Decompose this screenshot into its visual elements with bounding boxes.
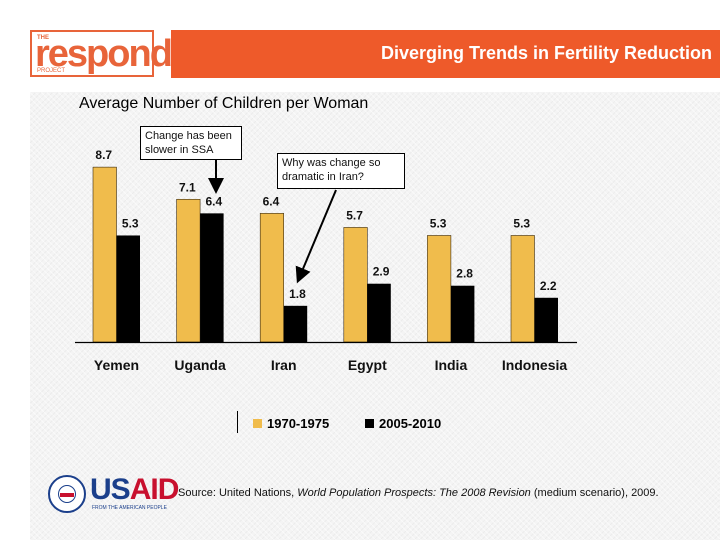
data-label-uganda-1970-1975: 7.1 (179, 180, 196, 194)
legend-label-2005-2010: 2005-2010 (379, 416, 442, 431)
bar-indonesia-2005-2010 (534, 297, 558, 342)
bar-indonesia-1970-1975 (510, 235, 535, 343)
usaid-us: US (90, 473, 131, 506)
callout-iran-line2: dramatic in Iran? (282, 171, 364, 183)
x-tick-label-indonesia: Indonesia (502, 357, 568, 373)
bar-india-2005-2010 (450, 285, 475, 342)
logo-name: respond (35, 33, 173, 75)
x-tick-label-iran: Iran (271, 357, 297, 373)
data-label-egypt-2005-2010: 2.9 (373, 265, 390, 279)
data-label-indonesia-1970-1975: 5.3 (513, 216, 530, 230)
source-title: World Population Prospects: The 2008 Rev… (297, 487, 531, 499)
x-tick-label-yemen: Yemen (94, 357, 139, 373)
callout-ssa-line2: slower in SSA (145, 144, 214, 156)
source-suffix: (medium scenario), 2009. (530, 487, 659, 499)
legend-label-1970-1975: 1970-1975 (267, 416, 330, 431)
respond-logo: THE respond PROJECT (30, 30, 173, 77)
bar-iran-2005-2010 (283, 305, 308, 342)
legend-divider (237, 411, 238, 433)
usaid-logo: USAID (90, 473, 180, 506)
usaid-tagline: FROM THE AMERICAN PEOPLE (92, 505, 167, 511)
usaid-seal-icon (48, 475, 86, 513)
bar-iran-1970-1975 (259, 213, 285, 343)
legend-item-2005-2010: 2005-2010 (365, 416, 441, 431)
callout-iran-line1: Why was change so (282, 157, 381, 169)
data-label-yemen-2005-2010: 5.3 (122, 216, 139, 230)
x-tick-label-india: India (435, 357, 468, 373)
data-label-egypt-1970-1975: 5.7 (346, 208, 363, 222)
source-prefix: Source: United Nations, (178, 487, 298, 499)
legend-item-1970-1975: 1970-1975 (253, 416, 329, 431)
data-label-uganda-2005-2010: 6.4 (206, 194, 223, 208)
x-tick-label-uganda: Uganda (174, 357, 226, 373)
data-label-iran-1970-1975: 6.4 (263, 194, 280, 208)
usaid-seal-band (60, 493, 74, 497)
callout-iran: Why was change so dramatic in Iran? (277, 153, 405, 189)
bar-yemen-1970-1975 (92, 166, 117, 343)
data-label-india-1970-1975: 5.3 (430, 216, 447, 230)
data-label-yemen-1970-1975: 8.7 (95, 148, 112, 162)
x-tick-label-egypt: Egypt (348, 357, 387, 373)
callout-iran-arrow-icon (295, 189, 337, 284)
callout-ssa-line1: Change has been (145, 130, 232, 142)
bar-uganda-2005-2010 (200, 213, 224, 342)
data-label-indonesia-2005-2010: 2.2 (540, 279, 557, 293)
callout-ssa: Change has been slower in SSA (140, 126, 242, 160)
bar-india-1970-1975 (427, 235, 452, 343)
bar-egypt-1970-1975 (343, 227, 368, 343)
bar-egypt-2005-2010 (367, 283, 391, 342)
legend-swatch-1970-1975 (253, 419, 262, 428)
data-label-iran-2005-2010: 1.8 (289, 287, 306, 301)
usaid-aid: AID (129, 473, 180, 506)
chart-title: Average Number of Children per Woman (79, 95, 369, 112)
source-citation: Source: United Nations, World Population… (178, 487, 659, 499)
bar-yemen-2005-2010 (116, 235, 140, 342)
title-bar: Diverging Trends in Fertility Reduction (171, 30, 720, 78)
bar-uganda-1970-1975 (176, 198, 201, 343)
data-label-india-2005-2010: 2.8 (456, 267, 473, 281)
slide-title: Diverging Trends in Fertility Reduction (380, 43, 712, 63)
logo-project: PROJECT (37, 68, 66, 74)
legend-swatch-2005-2010 (365, 419, 374, 428)
logo-the: THE (37, 35, 49, 41)
usaid-seal-inner (58, 485, 76, 503)
